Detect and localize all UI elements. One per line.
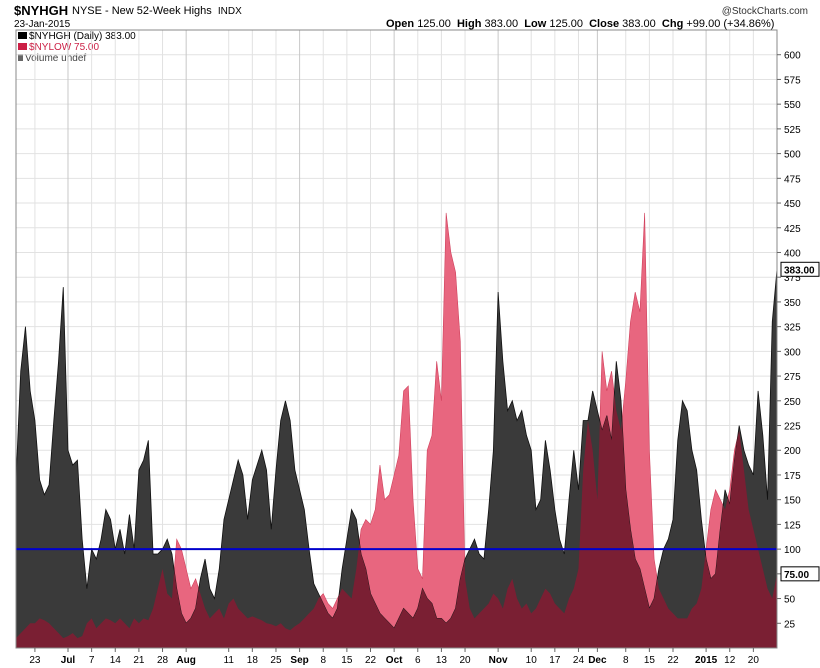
open-label: Open — [386, 18, 415, 30]
legend-item-highs: $NYHGH (Daily) 383.00 — [18, 31, 136, 42]
y-tick-label: 200 — [784, 446, 801, 457]
y-tick-label: 50 — [784, 595, 796, 606]
x-tick-label: Oct — [386, 655, 403, 666]
y-tick-label: 300 — [784, 347, 801, 358]
area-series-overlap — [16, 269, 777, 648]
x-tick-label: 24 — [573, 655, 585, 666]
x-tick-label: 6 — [415, 655, 421, 666]
legend-item-volume: Volume undef — [18, 53, 86, 64]
symbol-title: $NYHGH — [14, 3, 69, 18]
x-tick-label: 14 — [110, 655, 122, 666]
x-tick-label: 21 — [133, 655, 145, 666]
x-tick-label: Aug — [176, 655, 195, 666]
x-tick-label: 22 — [667, 655, 679, 666]
y-tick-label: 400 — [784, 248, 801, 259]
close-label: Close — [589, 18, 620, 30]
ohlc-readout: Open 125.00 High 383.00 Low 125.00 Close… — [386, 18, 774, 31]
x-axis: 23 Jul 7 14 21 28 Aug 11 18 25 Sep 8 15 22 Oct 6 13 20 Nov… — [29, 648, 759, 666]
chg-label: Chg — [661, 18, 684, 30]
x-tick-label: 8 — [623, 655, 629, 666]
description-text: NYSE - New 52-Week Highs — [72, 5, 212, 17]
open-value: 125.00 — [417, 18, 451, 30]
value-label-box — [780, 566, 820, 582]
x-tick-label: 18 — [247, 655, 259, 666]
chg-value: +99.00 (+34.86%) — [686, 18, 775, 30]
y-tick-label: 325 — [784, 323, 801, 334]
legend-swatch-highs — [18, 32, 27, 39]
x-tick-label: 8 — [320, 655, 326, 666]
y-tick-label: 425 — [784, 224, 801, 235]
x-tick-label: 13 — [436, 655, 448, 666]
y-tick-label: 450 — [784, 199, 801, 210]
last-value-label-highs: 383.00 — [780, 261, 820, 277]
y-tick-label: 525 — [784, 125, 801, 136]
x-tick-label: 20 — [748, 655, 760, 666]
x-tick-label: 2015 — [695, 655, 718, 666]
x-tick-label: Dec — [588, 655, 607, 666]
x-tick-label: 25 — [270, 655, 282, 666]
x-tick-label: 22 — [365, 655, 377, 666]
x-tick-label: Jul — [61, 655, 76, 666]
legend-label-volume: Volume undef — [25, 53, 87, 64]
x-tick-label: 17 — [549, 655, 561, 666]
x-tick-label: 12 — [724, 655, 736, 666]
y-tick-label: 375 — [784, 273, 801, 284]
low-value: 125.00 — [549, 18, 583, 30]
x-tick-label: 28 — [157, 655, 169, 666]
legend-item-lows: $NYLOW 75.00 — [18, 42, 99, 53]
low-label: Low — [524, 18, 547, 30]
y-tick-label: 100 — [784, 545, 801, 556]
last-value-labels: 383.00 75.00 — [780, 261, 820, 582]
value-label-text: 383.00 — [784, 265, 815, 276]
chart-date: 23-Jan-2015 — [14, 19, 71, 30]
y-tick-label: 275 — [784, 372, 801, 383]
x-tick-label: 7 — [89, 655, 95, 666]
y-tick-label: 250 — [784, 397, 801, 408]
symbol-description: NYSE - New 52-Week Highs INDX — [72, 5, 242, 18]
y-axis: 2550751001251501752002252502753003253503… — [777, 51, 801, 630]
legend-swatch-lows — [18, 43, 27, 50]
y-tick-label: 550 — [784, 100, 801, 111]
value-label-text: 75.00 — [784, 570, 809, 581]
high-label: High — [456, 18, 482, 30]
x-tick-label: 10 — [526, 655, 538, 666]
brand-watermark: @StockCharts.com — [721, 6, 808, 17]
last-value-label-lows: 75.00 — [780, 566, 820, 582]
y-tick-label: 25 — [784, 619, 796, 630]
y-tick-label: 500 — [784, 150, 801, 161]
y-tick-label: 575 — [784, 75, 801, 86]
legend-label-lows: $NYLOW 75.00 — [29, 42, 100, 53]
x-tick-label: 23 — [29, 655, 41, 666]
exchange-text: INDX — [217, 6, 242, 17]
y-tick-label: 600 — [784, 51, 801, 62]
value-label-box — [780, 261, 820, 277]
x-tick-label: Nov — [489, 655, 508, 666]
x-tick-label: 20 — [459, 655, 471, 666]
legend-label-highs: $NYHGH (Daily) 383.00 — [29, 31, 136, 42]
y-tick-label: 475 — [784, 174, 801, 185]
y-tick-label: 175 — [784, 471, 801, 482]
y-tick-label: 225 — [784, 422, 801, 433]
x-tick-label: 15 — [644, 655, 656, 666]
y-tick-label: 150 — [784, 496, 801, 507]
high-value: 383.00 — [484, 18, 519, 30]
plot-frame — [15, 29, 778, 649]
x-tick-label: 11 — [224, 655, 235, 666]
y-tick-label: 125 — [784, 520, 801, 531]
x-tick-label: Sep — [290, 655, 308, 666]
y-tick-label: 350 — [784, 298, 801, 309]
x-tick-label: 15 — [341, 655, 353, 666]
close-value: 383.00 — [622, 18, 656, 30]
legend-swatch-volume — [18, 54, 23, 61]
area-series — [15, 212, 778, 649]
